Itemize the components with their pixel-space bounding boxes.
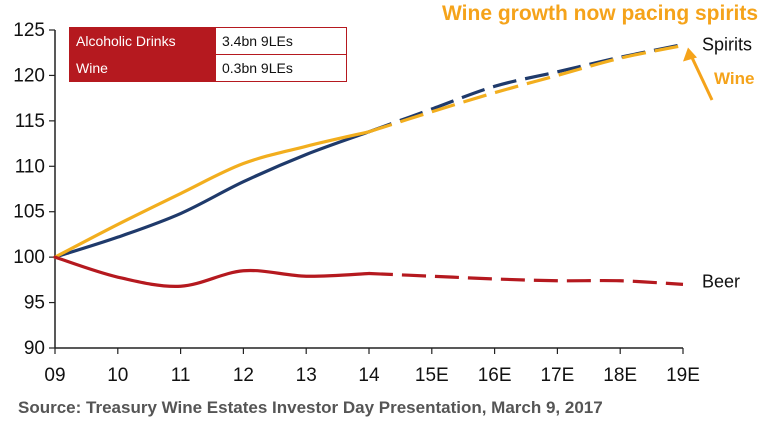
x-tick-label: 13 [296,365,317,386]
x-tick-label: 10 [107,365,128,386]
volume-table: Alcoholic Drinks 3.4bn 9LEs Wine 0.3bn 9… [69,27,347,82]
y-tick-label: 90 [24,338,45,359]
x-tick-label: 17E [540,365,574,386]
beer-label: Beer [702,271,740,291]
spirits-forecast-line [368,42,684,134]
x-tick-label: 16E [478,365,512,386]
table-cell-value: 3.4bn 9LEs [215,27,347,55]
y-tick-label: 105 [13,202,45,223]
table-row: Alcoholic Drinks 3.4bn 9LEs [69,27,347,55]
wine-actual-line [53,130,371,259]
x-tick-label: 14 [358,365,380,386]
y-tick-label: 120 [13,65,45,86]
x-tick-label: 09 [44,365,65,386]
chart-series-labels: Spirits Beer Wine [683,35,754,291]
line-chart: 90 95 100 105 110 115 120 125 09 10 11 12 13 14 15E 16E… [13,20,754,386]
spirits-label: Spirits [702,35,752,55]
source-note: Source: Treasury Wine Estates Investor D… [18,398,603,417]
wine-label: Wine [714,69,754,88]
y-tick-label: 125 [13,20,45,41]
chart-axes: 90 95 100 105 110 115 120 125 09 10 11 12 13 14 15E 16E… [13,20,700,386]
x-tick-label: 15E [415,365,449,386]
y-tick-label: 115 [15,111,45,132]
x-tick-label: 19E [666,365,700,386]
table-cell-name: Alcoholic Drinks [69,27,216,55]
y-tick-label: 100 [13,247,45,268]
wine-arrow-shaft [689,54,714,101]
beer-actual-line [53,255,371,288]
wine-forecast-line [368,43,684,134]
table-cell-name: Wine [69,54,216,82]
chart-headline: Wine growth now pacing spirits [442,2,758,25]
wine-arrow-head [683,47,697,62]
spirits-actual-line [53,130,371,259]
y-tick-label: 95 [24,293,45,314]
chart-series-lines [53,42,684,288]
beer-forecast-line [368,271,684,286]
x-tick-label: 12 [233,365,254,386]
table-cell-value: 0.3bn 9LEs [215,54,347,82]
table-row: Wine 0.3bn 9LEs [69,54,347,82]
x-tick-label: 11 [171,365,191,386]
y-tick-label: 110 [15,156,45,177]
x-tick-label: 18E [603,365,637,386]
